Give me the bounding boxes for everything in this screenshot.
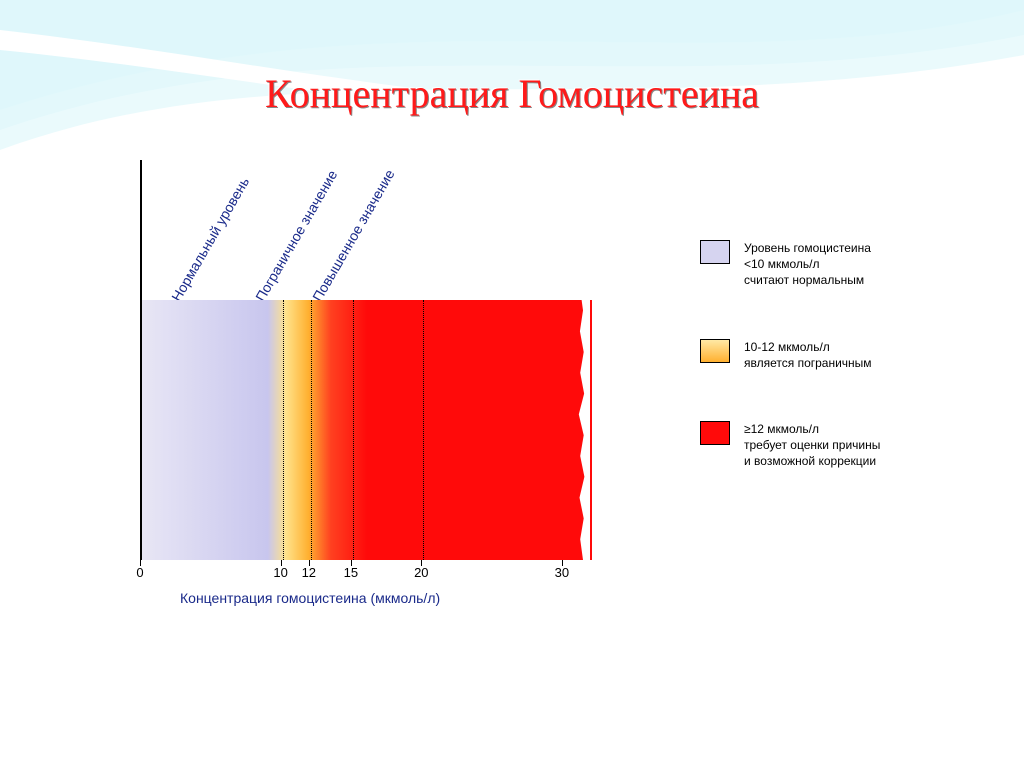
x-tick-label: 0: [136, 565, 143, 580]
legend-text: Уровень гомоцистеина <10 мкмоль/л считаю…: [744, 240, 871, 289]
region-label-normal: Нормальный уровень: [168, 174, 252, 304]
divider-15: [353, 300, 354, 560]
x-tick-label: 12: [302, 565, 316, 580]
y-axis-extension: [140, 160, 142, 300]
slide-title: Концентрация Гомоцистеина: [0, 70, 1024, 117]
divider-12: [311, 300, 312, 560]
legend-item-border: 10-12 мкмоль/л является пограничным: [700, 339, 990, 371]
legend-swatch: [700, 339, 730, 363]
x-tick-label: 10: [273, 565, 287, 580]
color-band: [142, 300, 592, 560]
plot-area: [140, 300, 590, 560]
legend-text: 10-12 мкмоль/л является пограничным: [744, 339, 872, 371]
x-tick-label: 15: [344, 565, 358, 580]
legend: Уровень гомоцистеина <10 мкмоль/л считаю…: [700, 240, 990, 520]
slide: Концентрация Гомоцистеина Нормальный уро…: [0, 0, 1024, 768]
divider-20: [423, 300, 424, 560]
x-tick-label: 20: [414, 565, 428, 580]
x-axis-title: Концентрация гомоцистеина (мкмоль/л): [140, 590, 590, 606]
legend-swatch: [700, 421, 730, 445]
legend-item-elevated: ≥12 мкмоль/л требует оценки причины и во…: [700, 421, 990, 470]
legend-swatch: [700, 240, 730, 264]
legend-item-normal: Уровень гомоцистеина <10 мкмоль/л считаю…: [700, 240, 990, 289]
x-tick-label: 30: [555, 565, 569, 580]
divider-10: [283, 300, 284, 560]
chart: Нормальный уровень Пограничное значение …: [110, 160, 630, 640]
legend-text: ≥12 мкмоль/л требует оценки причины и во…: [744, 421, 880, 470]
